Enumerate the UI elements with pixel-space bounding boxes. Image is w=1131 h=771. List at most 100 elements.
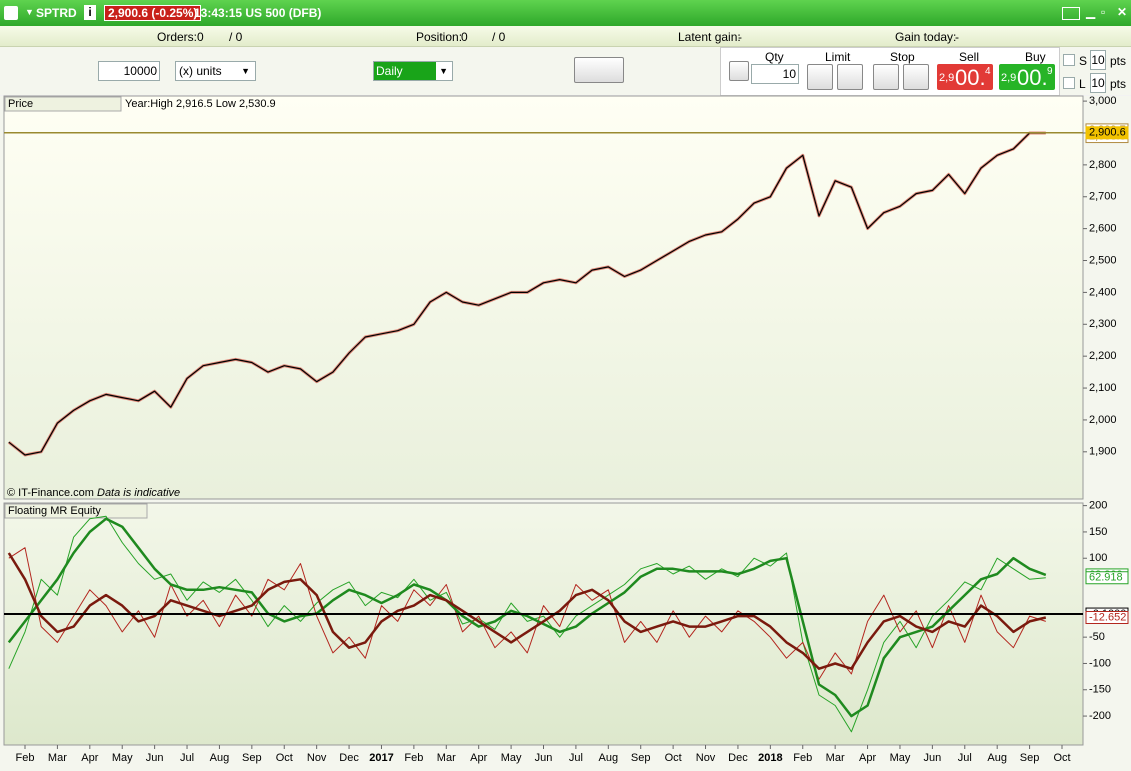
status-bar: Orders: 0 / 0 Position: 0 / 0 Latent gai… [0, 26, 1131, 47]
marker-label: 62.918 [1089, 572, 1123, 584]
y-tick-label: 150 [1089, 526, 1107, 538]
amount-input[interactable]: 10000 [98, 61, 160, 81]
limit-label: Limit [825, 50, 851, 64]
buy-big: 2,9 [1001, 72, 1017, 84]
x-tick-label: Feb [793, 752, 812, 764]
l-pts[interactable]: 10 [1090, 73, 1106, 93]
app-icon [4, 6, 18, 20]
position: 0 [461, 30, 468, 44]
copyright: © IT-Finance.com [7, 487, 94, 499]
x-tick-label: Oct [1053, 752, 1070, 764]
x-tick-label: 2018 [758, 752, 782, 764]
indicator-button[interactable] [574, 57, 624, 83]
y-tick-label: 2,300 [1089, 318, 1117, 330]
orders: 0 [197, 30, 204, 44]
trade-panel: Qty 10 Limit Stop Sell 2,9 00. 4 Buy 2,9… [720, 47, 1060, 96]
x-tick-label: Apr [859, 752, 876, 764]
x-tick-label: Nov [307, 752, 327, 764]
y-tick-label: -50 [1089, 631, 1105, 643]
close[interactable]: ✕ [1117, 5, 1128, 19]
marker-box [1085, 571, 1129, 585]
price-panel [3, 95, 1084, 500]
x-tick-label: Mar [48, 752, 67, 764]
stop-buy[interactable] [873, 64, 899, 90]
buy-button[interactable]: 2,9 00. 9 [999, 64, 1055, 90]
minimize[interactable]: ▁ [1086, 5, 1096, 19]
y-tick-label: 2,500 [1089, 254, 1117, 266]
sell-main: 00. [955, 65, 986, 90]
y-tick-label: -200 [1089, 710, 1111, 722]
x-tick-label: Aug [987, 752, 1007, 764]
s-pts[interactable]: 10 [1090, 50, 1106, 70]
y-tick-label: 1,900 [1089, 446, 1117, 458]
period-select[interactable]: Daily ▼ [373, 61, 453, 81]
limit-buy[interactable] [807, 64, 833, 90]
series-line [7, 517, 1047, 718]
x-tick-label: Sep [1020, 752, 1040, 764]
qty-input[interactable]: 10 [751, 64, 799, 84]
y-tick-label: 2,400 [1089, 286, 1117, 298]
toolbar: 10000 (x) units ▼ Daily ▼ Qty 10 Limit Sto… [0, 47, 1131, 96]
y-tick-label: 2,100 [1089, 382, 1117, 394]
settings-button[interactable] [729, 61, 749, 81]
x-tick-label: Dec [339, 752, 359, 764]
x-tick-label: Jul [569, 752, 583, 764]
x-tick-label: May [890, 752, 911, 764]
x-tick-label: Jun [924, 752, 942, 764]
s-label: S [1079, 54, 1088, 68]
x-tick-label: Sep [631, 752, 651, 764]
buy-small: 9 [1047, 66, 1053, 77]
x-tick-label: May [501, 752, 522, 764]
x-tick-label: Aug [210, 752, 230, 764]
marker-box [1085, 126, 1129, 140]
x-tick-label: 2017 [369, 752, 393, 764]
disclaimer: Data is indicative [97, 487, 180, 499]
info-icon[interactable]: i [84, 5, 96, 20]
l-label: L [1079, 77, 1086, 91]
indicator-title: Floating MR Equity [8, 505, 101, 517]
keypad-icon[interactable] [1062, 7, 1080, 20]
units-select[interactable]: (x) units ▼ [175, 61, 256, 81]
position-total: / 0 [492, 30, 506, 44]
indicator-tab [4, 503, 148, 519]
s-checkbox[interactable] [1063, 54, 1075, 66]
latent-label: Latent gain: [678, 30, 741, 44]
maximize[interactable]: ▫ [1101, 5, 1106, 19]
y-tick-label: -150 [1089, 684, 1111, 696]
sell-big: 2,9 [939, 72, 955, 84]
limit-sell[interactable] [837, 64, 863, 90]
period: Daily [374, 62, 436, 80]
marker-box [1085, 611, 1129, 625]
y-tick-label: 2,000 [1089, 414, 1117, 426]
pts-label: pts [1110, 77, 1127, 91]
x-tick-label: Apr [470, 752, 487, 764]
x-tick-label: Feb [16, 752, 35, 764]
y-tick-label: 200 [1089, 500, 1107, 512]
price-tab [4, 96, 122, 112]
marker-label: 2,900.6 [1089, 127, 1126, 139]
today-label: Gain today: [895, 30, 957, 44]
position-label: Position: [416, 30, 463, 44]
x-tick-label: Nov [696, 752, 716, 764]
latent: - [738, 30, 742, 44]
units: (x) units [179, 64, 222, 78]
today: - [955, 30, 959, 44]
series-line [7, 552, 1047, 670]
price-change: 2,900.6 (-0.25%) [104, 5, 202, 21]
pts-label: pts [1110, 54, 1127, 68]
y-tick-label: 2,200 [1089, 350, 1117, 362]
series-line [8, 515, 1046, 733]
y-tick-label: 2,600 [1089, 223, 1117, 235]
x-tick-label: Apr [81, 752, 98, 764]
stop-label: Stop [890, 50, 915, 64]
x-tick-label: Sep [242, 752, 262, 764]
sell-small: 4 [985, 66, 991, 77]
x-tick-label: Jun [146, 752, 164, 764]
x-tick-label: Jun [535, 752, 553, 764]
sell-button[interactable]: 2,9 00. 4 [937, 64, 993, 90]
symbol-menu[interactable]: ▼ [25, 7, 34, 17]
x-tick-label: Feb [404, 752, 423, 764]
qty-label: Qty [765, 50, 784, 64]
stop-sell[interactable] [903, 64, 929, 90]
l-checkbox[interactable] [1063, 77, 1075, 89]
